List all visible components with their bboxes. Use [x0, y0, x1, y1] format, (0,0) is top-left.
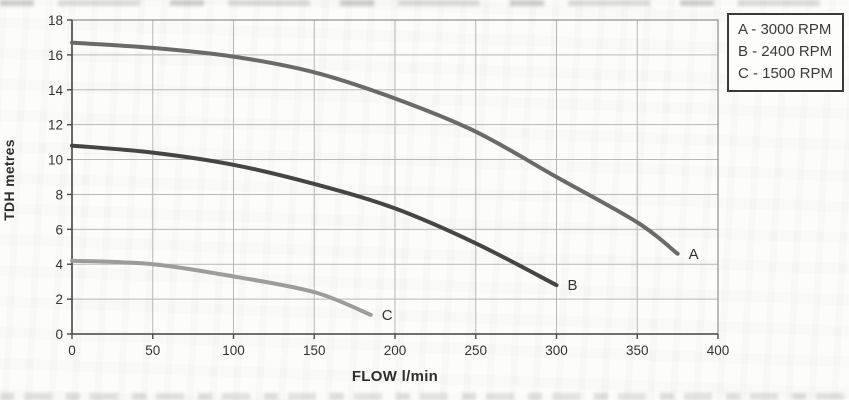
x-axis-title: FLOW l/min	[351, 368, 439, 385]
x-tick-label: 350	[626, 343, 649, 358]
legend-item-c: C - 1500 RPM	[737, 65, 833, 82]
y-tick-label: 2	[55, 292, 63, 307]
legend-box: A - 3000 RPM B - 2400 RPM C - 1500 RPM	[726, 13, 844, 92]
legend-item-a: A - 3000 RPM	[737, 21, 832, 38]
x-tick-label: 150	[303, 343, 326, 358]
curve-b	[70, 143, 559, 288]
y-tick-label: 12	[48, 118, 63, 133]
x-tick-label: 100	[222, 343, 245, 358]
y-tick-label: 14	[48, 83, 64, 98]
x-tick-label: 200	[384, 343, 407, 358]
curve-c	[70, 258, 373, 317]
x-tick-label: 400	[707, 343, 730, 358]
y-tick-label: 0	[55, 327, 63, 342]
x-tick-label: 300	[545, 343, 568, 358]
y-tick-label: 6	[55, 222, 63, 237]
x-tick-label: 250	[464, 343, 487, 358]
x-tick-label: 50	[145, 343, 160, 358]
curve-a	[70, 40, 680, 256]
y-tick-label: 8	[55, 187, 63, 202]
y-tick-label: 16	[48, 48, 63, 63]
y-tick-label: 10	[48, 153, 63, 168]
curve-end-label-c: C	[382, 307, 393, 324]
y-tick-label: 18	[48, 13, 63, 28]
curve-end-label-b: B	[568, 277, 578, 294]
legend-item-b: B - 2400 RPM	[737, 43, 833, 60]
curve-end-label-a: A	[689, 246, 699, 263]
y-tick-label: 4	[55, 257, 63, 272]
x-tick-label: 0	[68, 343, 76, 358]
